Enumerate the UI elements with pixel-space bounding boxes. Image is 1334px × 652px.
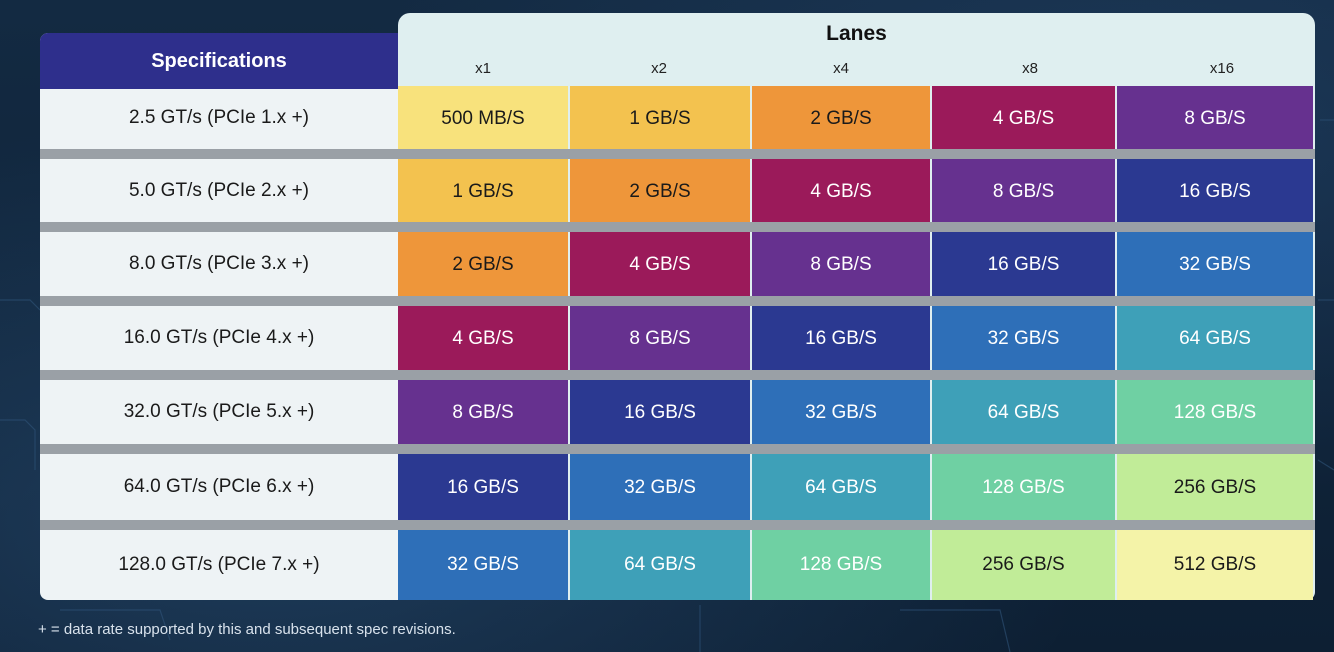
bandwidth-cell: 512 GB/S [1117,530,1313,600]
bandwidth-cell: 4 GB/S [570,232,750,298]
specifications-header: Specifications [40,33,398,89]
bandwidth-cell: 16 GB/S [1117,159,1313,224]
specifications-panel [40,33,400,600]
bandwidth-cell: 2 GB/S [398,232,568,298]
bandwidth-cell: 64 GB/S [1117,306,1313,372]
footnote: + = data rate supported by this and subs… [38,621,456,638]
bandwidth-cell: 500 MB/S [398,86,568,151]
row-separator [40,296,1315,306]
bandwidth-cell: 8 GB/S [398,380,568,446]
bandwidth-cell: 8 GB/S [752,232,930,298]
row-separator [40,520,1315,530]
bandwidth-cell: 16 GB/S [932,232,1115,298]
spec-cell: 32.0 GT/s (PCIe 5.x +) [123,401,315,422]
bandwidth-cell: 1 GB/S [398,159,568,224]
bandwidth-cell: 32 GB/S [570,454,750,522]
bandwidth-cell: 128 GB/S [752,530,930,600]
lane-label-x16: x16 [1209,60,1235,77]
bandwidth-cell: 32 GB/S [752,380,930,446]
row-separator [40,222,1315,232]
lanes-title: Lanes [826,22,887,45]
bandwidth-cell: 128 GB/S [1117,380,1313,446]
bandwidth-cell: 4 GB/S [932,86,1115,151]
bandwidth-cell: 4 GB/S [398,306,568,372]
bandwidth-cell: 64 GB/S [570,530,750,600]
lane-label-x4: x4 [833,60,849,77]
spec-cell: 16.0 GT/s (PCIe 4.x +) [123,327,315,348]
bandwidth-cell: 128 GB/S [932,454,1115,522]
bandwidth-cell: 16 GB/S [398,454,568,522]
bandwidth-cell: 8 GB/S [570,306,750,372]
spec-cell: 128.0 GT/s (PCIe 7.x +) [118,554,320,575]
bandwidth-cell: 16 GB/S [570,380,750,446]
row-separator [40,444,1315,454]
row-separator [40,149,1315,159]
row-separator [40,370,1315,380]
bandwidth-cell: 2 GB/S [570,159,750,224]
bandwidth-cell: 2 GB/S [752,86,930,151]
bandwidth-cell: 256 GB/S [932,530,1115,600]
lane-label-x1: x1 [475,60,491,77]
bandwidth-cell: 4 GB/S [752,159,930,224]
bandwidth-cell: 8 GB/S [932,159,1115,224]
spec-cell: 5.0 GT/s (PCIe 2.x +) [128,179,310,201]
bandwidth-cell: 32 GB/S [398,530,568,600]
bandwidth-cell: 64 GB/S [932,380,1115,446]
bandwidth-cell: 32 GB/S [1117,232,1313,298]
bandwidth-cell: 64 GB/S [752,454,930,522]
lane-label-x8: x8 [1022,60,1038,77]
spec-cell: 64.0 GT/s (PCIe 6.x +) [123,476,315,497]
bandwidth-cell: 16 GB/S [752,306,930,372]
spec-cell: 2.5 GT/s (PCIe 1.x +) [128,106,310,128]
spec-cell: 8.0 GT/s (PCIe 3.x +) [128,253,310,274]
bandwidth-cell: 32 GB/S [932,306,1115,372]
bandwidth-cell: 256 GB/S [1117,454,1313,522]
bandwidth-cell: 1 GB/S [570,86,750,151]
bandwidth-cell: 8 GB/S [1117,86,1313,151]
lane-label-x2: x2 [651,60,667,77]
